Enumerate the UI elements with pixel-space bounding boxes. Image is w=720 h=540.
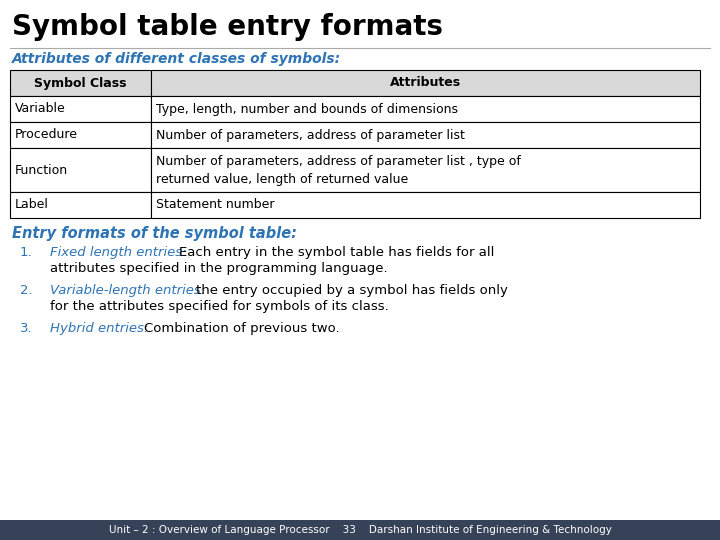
Text: Hybrid entries:: Hybrid entries: xyxy=(50,322,153,335)
Text: Variable-length entries:: Variable-length entries: xyxy=(50,284,210,297)
Bar xyxy=(10,192,151,218)
Text: Attributes of different classes of symbols:: Attributes of different classes of symbo… xyxy=(12,52,341,66)
Text: 2.: 2. xyxy=(20,284,32,297)
Text: for the attributes specified for symbols of its class.: for the attributes specified for symbols… xyxy=(50,300,389,313)
Text: Combination of previous two.: Combination of previous two. xyxy=(143,322,339,335)
Text: Statement number: Statement number xyxy=(156,199,275,212)
Bar xyxy=(151,70,700,96)
Bar xyxy=(151,148,700,192)
Text: Procedure: Procedure xyxy=(15,129,78,141)
Text: Symbol Class: Symbol Class xyxy=(35,77,127,90)
Bar xyxy=(10,148,151,192)
Text: 1.: 1. xyxy=(20,246,32,259)
Text: Type, length, number and bounds of dimensions: Type, length, number and bounds of dimen… xyxy=(156,103,459,116)
Bar xyxy=(0,520,720,540)
Text: Entry formats of the symbol table:: Entry formats of the symbol table: xyxy=(12,226,297,241)
Bar xyxy=(10,122,151,148)
Bar xyxy=(151,122,700,148)
Text: Symbol table entry formats: Symbol table entry formats xyxy=(12,13,443,41)
Text: 3.: 3. xyxy=(20,322,32,335)
Bar xyxy=(151,192,700,218)
Text: Unit – 2 : Overview of Language Processor    33    Darshan Institute of Engineer: Unit – 2 : Overview of Language Processo… xyxy=(109,525,611,535)
Text: the entry occupied by a symbol has fields only: the entry occupied by a symbol has field… xyxy=(197,284,508,297)
Text: Variable: Variable xyxy=(15,103,66,116)
Text: Label: Label xyxy=(15,199,49,212)
Text: Number of parameters, address of parameter list: Number of parameters, address of paramet… xyxy=(156,129,465,141)
Bar xyxy=(151,96,700,122)
Text: attributes specified in the programming language.: attributes specified in the programming … xyxy=(50,262,387,275)
Text: Number of parameters, address of parameter list , type of: Number of parameters, address of paramet… xyxy=(156,154,521,168)
Text: Function: Function xyxy=(15,164,68,177)
Text: Attributes: Attributes xyxy=(390,77,462,90)
Bar xyxy=(10,96,151,122)
Text: Each entry in the symbol table has fields for all: Each entry in the symbol table has field… xyxy=(179,246,494,259)
Bar xyxy=(10,70,151,96)
Text: returned value, length of returned value: returned value, length of returned value xyxy=(156,173,409,186)
Text: Fixed length entries:: Fixed length entries: xyxy=(50,246,191,259)
